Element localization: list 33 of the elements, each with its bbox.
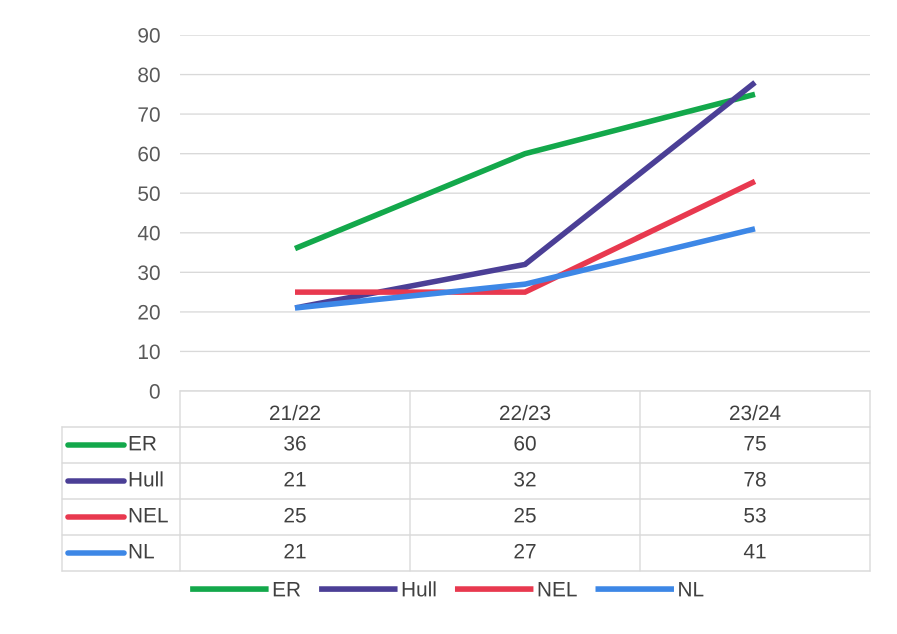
x-tick-label: 23/24	[730, 404, 780, 420]
data-label: 36	[284, 436, 306, 451]
text: ER	[274, 582, 300, 596]
x-tick-label: 22/23	[500, 404, 550, 420]
y-tick-label: 10	[138, 344, 160, 360]
data-label: 78	[744, 472, 766, 487]
y-tick-label: 0	[150, 384, 160, 399]
y-tick-label: 70	[138, 107, 160, 122]
y-tick-label: 20	[138, 304, 160, 320]
data-label: 21	[284, 472, 306, 486]
data-label: 21	[284, 544, 306, 558]
data-label: 41	[744, 544, 766, 558]
data-label: 25	[514, 508, 536, 523]
text: NEL	[538, 582, 577, 596]
data-label: 53	[744, 508, 766, 523]
data-label: 32	[514, 472, 536, 487]
data-label: 60	[514, 436, 536, 451]
y-tick-label: 80	[138, 68, 160, 82]
y-tick-label: 50	[138, 186, 160, 201]
data-label: 27	[514, 544, 536, 558]
data-label: 25	[284, 508, 306, 523]
data-label: 75	[744, 436, 766, 451]
y-tick-label: 40	[138, 226, 160, 241]
y-tick-label: 90	[138, 28, 160, 43]
x-tick-label: 21/22	[270, 404, 320, 420]
legend-label: NL	[679, 582, 704, 596]
text: NL	[130, 544, 154, 558]
legend-label: Hull	[130, 471, 162, 487]
y-tick-label: 30	[138, 265, 160, 280]
legend-label: ER	[130, 436, 156, 450]
y-tick-label: 60	[138, 146, 160, 162]
legend-label: NEL	[130, 508, 168, 522]
text: Hull	[402, 581, 436, 597]
